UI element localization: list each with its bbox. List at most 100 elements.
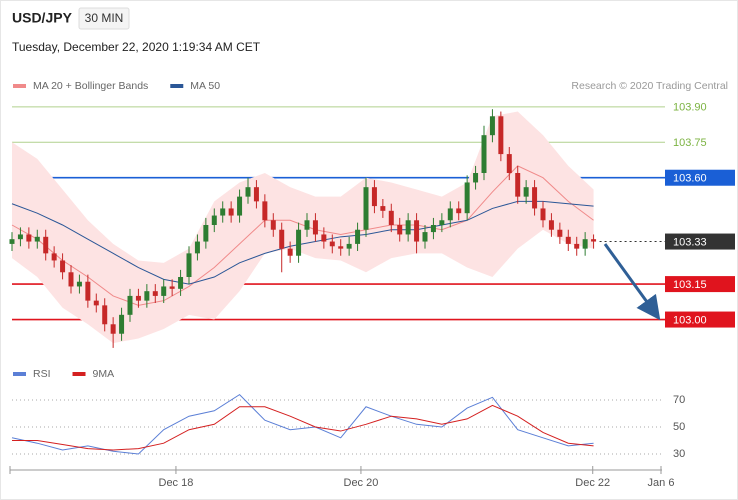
candle-body	[405, 220, 411, 235]
candle-body	[565, 236, 571, 244]
x-tick-label: Dec 22	[575, 477, 610, 489]
candle-body	[506, 154, 512, 173]
legend-label: RSI	[33, 368, 51, 380]
candle-body	[489, 116, 495, 136]
credit: Research © 2020 Trading Central	[571, 80, 728, 92]
candle-body	[253, 187, 259, 202]
candle-body	[548, 220, 554, 230]
candle-body	[9, 239, 15, 244]
candle-body	[304, 220, 310, 230]
candle-body	[161, 286, 167, 296]
candle-body	[135, 295, 141, 301]
legend-swatch	[170, 84, 184, 88]
level-label: 103.75	[673, 137, 707, 149]
candle-body	[68, 272, 74, 287]
bollinger-band	[12, 111, 594, 344]
candle-body	[127, 295, 133, 315]
level-label: 103.60	[673, 173, 707, 185]
candle-body	[481, 135, 487, 173]
projection-arrow	[603, 243, 661, 321]
candle-body	[17, 234, 23, 240]
level-label-box	[665, 311, 735, 328]
candle-body	[144, 291, 150, 301]
candle-body	[262, 201, 268, 221]
legend-swatch	[13, 372, 26, 376]
candle-body	[346, 243, 352, 249]
y-tick-label: 30	[673, 448, 685, 460]
candle-body	[439, 220, 445, 225]
candle-body	[34, 236, 40, 242]
candle-body	[228, 208, 234, 216]
candle-body	[321, 234, 327, 242]
ma-line	[11, 165, 594, 306]
symbol: USD/JPY	[12, 10, 73, 26]
candle-body	[515, 173, 521, 197]
indicator-line	[11, 393, 594, 455]
legend-label: 9MA	[93, 368, 115, 380]
candle-body	[422, 232, 428, 242]
legend-swatch	[72, 372, 86, 376]
candle-body	[473, 173, 479, 183]
candle-body	[371, 187, 377, 207]
candle-body	[355, 229, 361, 244]
legend-label: MA 50	[190, 80, 220, 92]
candle-body	[102, 305, 108, 325]
candle-body	[194, 241, 200, 254]
y-tick-label: 70	[673, 394, 685, 406]
candle-body	[456, 208, 462, 214]
candle-body	[329, 241, 335, 247]
level-label: 103.33	[673, 236, 707, 248]
candle-body	[574, 243, 580, 249]
x-tick-label: Dec 18	[159, 477, 194, 489]
candle-body	[296, 229, 302, 256]
level-label-box	[665, 169, 735, 186]
candle-body	[245, 187, 251, 197]
candle-body	[397, 225, 403, 235]
candle-body	[557, 229, 563, 237]
candle-body	[464, 182, 470, 214]
candle-body	[498, 116, 504, 155]
timeframe: 30 MIN	[85, 11, 124, 25]
candle-body	[540, 208, 546, 221]
level-label: 103.90	[673, 102, 707, 114]
candle-body	[43, 236, 49, 254]
candle-body	[523, 187, 529, 197]
candle-body	[110, 324, 116, 334]
timeframe-box	[78, 7, 130, 30]
candle-body	[380, 206, 386, 211]
candle-body	[203, 225, 209, 242]
candle-body	[119, 314, 125, 334]
candle-body	[220, 208, 226, 216]
candle-body	[51, 253, 57, 261]
level-label: 103.00	[673, 314, 707, 326]
candle-body	[169, 286, 175, 289]
indicator-line	[12, 404, 594, 451]
x-tick-label: Jan 6	[648, 477, 675, 489]
candle-body	[211, 215, 217, 225]
candle-body	[85, 281, 91, 301]
level-label: 103.15	[673, 279, 707, 291]
candle-body	[270, 220, 276, 230]
candle-body	[388, 210, 394, 225]
candle-body	[60, 260, 66, 273]
plot-layer: 103.90 103.75 103.60 103.33 103.15 103.00 MA 2…	[9, 80, 735, 489]
y-tick-label: 50	[673, 421, 685, 433]
timestamp: Tuesday, December 22, 2020 1:19:34 AM CE…	[12, 40, 261, 54]
candle-body	[414, 220, 420, 242]
candle-body	[186, 253, 192, 277]
candle-body	[76, 281, 82, 287]
candle-body	[582, 239, 588, 249]
candle-body	[363, 187, 369, 230]
candle-body	[532, 187, 538, 209]
legend-label: MA 20 + Bollinger Bands	[33, 80, 148, 92]
candle-body	[591, 239, 597, 242]
candle-body	[26, 234, 32, 242]
candle-body	[338, 246, 344, 249]
level-label-box	[665, 276, 735, 293]
candle-body	[312, 220, 318, 235]
level-label-box	[665, 233, 735, 250]
candle-body	[93, 300, 99, 306]
candle-body	[178, 277, 184, 289]
x-tick-label: Dec 20	[344, 477, 379, 489]
